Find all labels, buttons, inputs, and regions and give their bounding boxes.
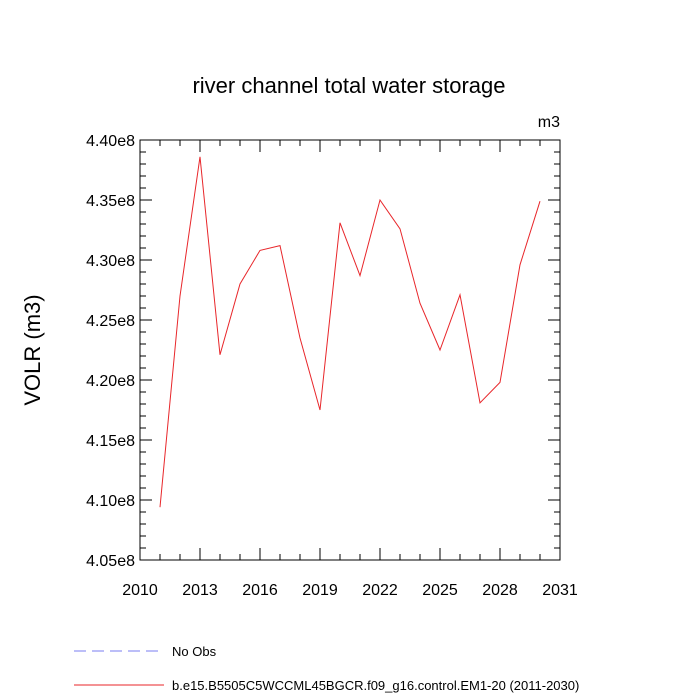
x-tick-label: 2013 [182,582,218,599]
y-axis-label: VOLR (m3) [20,294,45,405]
y-tick-label: 4.40e8 [86,133,135,150]
y-tick-label: 4.35e8 [86,193,135,210]
axis-ticks [139,139,561,561]
units-label: m3 [538,114,560,131]
legend: No Obs b.e15.B5505C5WCCML45BGCR.f09_g16.… [74,644,579,693]
y-tick-label: 4.10e8 [86,493,135,510]
x-tick-label: 2010 [122,582,158,599]
y-tick-label: 4.25e8 [86,313,135,330]
x-tick-label: 2022 [362,582,398,599]
legend-label-no-obs: No Obs [172,644,217,659]
plot-frame [139,139,561,561]
y-tick-label: 4.15e8 [86,433,135,450]
series-points [159,155,542,508]
legend-label-model: b.e15.B5505C5WCCML45BGCR.f09_g16.control… [172,678,579,693]
x-tick-label: 2031 [542,582,578,599]
x-tick-label: 2025 [422,582,458,599]
chart-title: river channel total water storage [192,73,505,98]
y-tick-label: 4.30e8 [86,253,135,270]
y-tick-label: 4.05e8 [86,553,135,570]
x-tick-label: 2019 [302,582,338,599]
x-tick-label: 2016 [242,582,278,599]
series-line [159,156,541,508]
y-tick-labels: 4.05e8 4.10e8 4.15e8 4.20e8 4.25e8 4.30e8 4.35… [86,133,135,570]
y-tick-label: 4.20e8 [86,373,135,390]
x-tick-label: 2028 [482,582,518,599]
x-tick-labels: 2010 2013 2016 2019 2022 2025 2028 2031 [122,582,578,599]
